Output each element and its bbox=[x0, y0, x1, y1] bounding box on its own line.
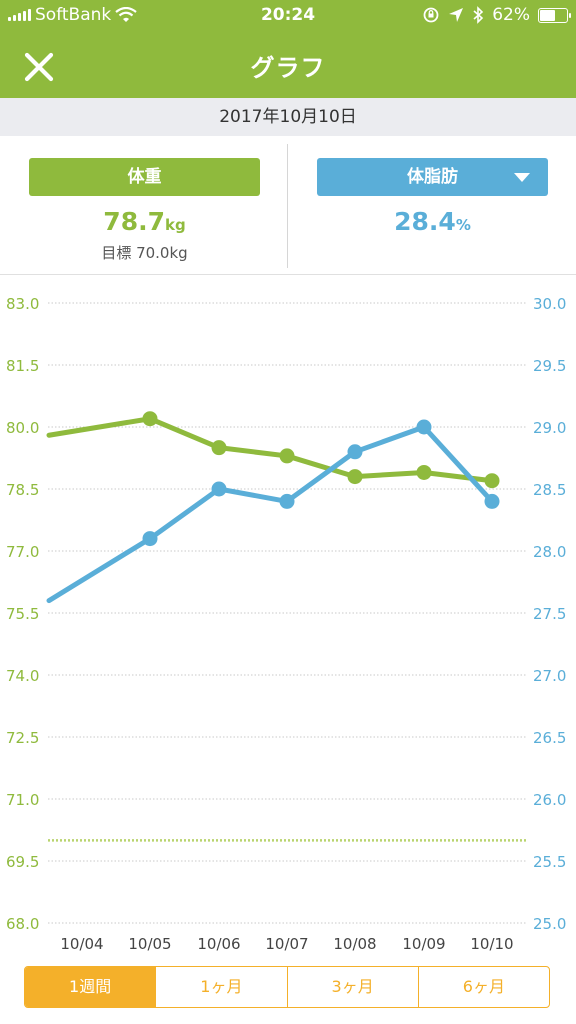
battery-fill bbox=[540, 9, 555, 21]
left-tick-label: 77.0 bbox=[6, 543, 39, 561]
x-tick-label: 10/08 bbox=[333, 935, 376, 953]
right-tick-label: 26.0 bbox=[533, 791, 566, 809]
rotation-lock-icon bbox=[423, 7, 439, 23]
left-tick-label: 68.0 bbox=[6, 915, 39, 933]
right-tick-label: 29.0 bbox=[533, 419, 566, 437]
data-point bbox=[142, 411, 158, 427]
signal-icon bbox=[8, 9, 31, 21]
data-point bbox=[484, 493, 500, 509]
right-tick-label: 30.0 bbox=[533, 295, 566, 313]
data-point bbox=[279, 493, 295, 509]
period-tab[interactable]: 1ヶ月 bbox=[155, 967, 286, 1007]
right-tick-label: 28.0 bbox=[533, 543, 566, 561]
x-tick-label: 10/10 bbox=[470, 935, 513, 953]
right-tick-label: 26.5 bbox=[533, 729, 566, 747]
data-point bbox=[484, 473, 500, 489]
x-tick-label: 10/09 bbox=[402, 935, 445, 953]
data-point bbox=[416, 419, 432, 435]
weight-number: 78.7 bbox=[103, 207, 165, 236]
period-tabs: 1週間 1ヶ月 3ヶ月 6ヶ月 bbox=[24, 966, 550, 1008]
status-time: 20:24 bbox=[260, 5, 316, 25]
body-fat-number: 28.4 bbox=[394, 207, 456, 236]
weight-value: 78.7kg bbox=[29, 207, 260, 236]
left-tick-label: 75.5 bbox=[6, 605, 39, 623]
x-tick-label: 10/07 bbox=[265, 935, 308, 953]
weight-unit: kg bbox=[164, 216, 186, 234]
status-right: 62% bbox=[422, 5, 571, 25]
right-tick-label: 29.5 bbox=[533, 357, 566, 375]
right-tick-label: 25.0 bbox=[533, 915, 566, 933]
body-fat-label: 体脂肪 bbox=[407, 167, 458, 187]
x-tick-label: 10/04 bbox=[60, 935, 103, 953]
data-point bbox=[347, 469, 363, 485]
left-tick-label: 80.0 bbox=[6, 419, 39, 437]
left-tick-label: 71.0 bbox=[6, 791, 39, 809]
left-tick-label: 72.5 bbox=[6, 729, 39, 747]
body-fat-dropdown[interactable]: 体脂肪 bbox=[317, 158, 548, 196]
battery-percent: 62% bbox=[492, 5, 530, 25]
right-tick-label: 28.5 bbox=[533, 481, 566, 499]
left-tick-label: 81.5 bbox=[6, 357, 39, 375]
status-bar: SoftBank 20:24 62% bbox=[0, 0, 576, 32]
x-tick-label: 10/05 bbox=[128, 935, 171, 953]
data-point bbox=[279, 448, 295, 464]
page-title: グラフ bbox=[250, 54, 326, 82]
date-bar: 2017年10月10日 bbox=[0, 98, 576, 136]
period-tab[interactable]: 6ヶ月 bbox=[417, 967, 549, 1007]
metric-cards: 体重 78.7kg 目標 70.0kg 体脂肪 28.4% bbox=[0, 136, 576, 275]
body-fat-value: 28.4% bbox=[317, 207, 548, 236]
close-icon[interactable] bbox=[22, 50, 56, 84]
carrier: SoftBank bbox=[8, 5, 137, 25]
battery-icon bbox=[538, 7, 571, 23]
weight-fat-chart: 68.0 69.5 71.0 72.5 74.0 75.5 77.0 78.5 80.0 81.5… bbox=[6, 295, 566, 953]
period-tab[interactable]: 3ヶ月 bbox=[286, 967, 418, 1007]
weight-goal: 目標 70.0kg bbox=[101, 244, 188, 262]
left-tick-label: 78.5 bbox=[6, 481, 39, 499]
weight-button[interactable]: 体重 bbox=[29, 158, 260, 196]
x-tick-label: 10/06 bbox=[197, 935, 240, 953]
chevron-down-icon bbox=[514, 173, 530, 182]
location-icon bbox=[449, 8, 464, 22]
right-tick-label: 25.5 bbox=[533, 853, 566, 871]
data-point bbox=[416, 464, 432, 480]
right-tick-label: 27.5 bbox=[533, 605, 566, 623]
data-point bbox=[142, 531, 158, 547]
right-tick-label: 27.0 bbox=[533, 667, 566, 685]
carrier-name: SoftBank bbox=[35, 5, 112, 25]
data-point bbox=[211, 481, 227, 497]
card-divider bbox=[287, 144, 288, 268]
body-fat-unit: % bbox=[455, 216, 471, 234]
left-tick-label: 69.5 bbox=[6, 853, 39, 871]
left-tick-label: 83.0 bbox=[6, 295, 39, 313]
data-point bbox=[211, 440, 227, 456]
period-tab[interactable]: 1週間 bbox=[25, 967, 156, 1007]
bluetooth-icon bbox=[473, 6, 484, 24]
left-tick-label: 74.0 bbox=[6, 667, 39, 685]
app-header: SoftBank 20:24 62% bbox=[0, 0, 576, 98]
wifi-icon bbox=[115, 7, 137, 22]
data-point bbox=[347, 444, 363, 460]
